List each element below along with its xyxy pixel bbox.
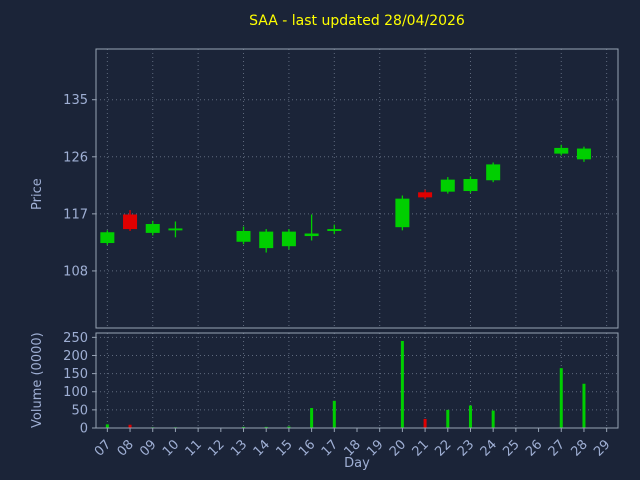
candle-body-day-8 xyxy=(123,214,138,230)
volume-tick-label: 0 xyxy=(80,422,88,437)
volume-bar-day-24 xyxy=(491,410,495,428)
candle-body-day-24 xyxy=(486,164,501,181)
candle-body-day-16 xyxy=(304,233,319,237)
volume-tick-label: 100 xyxy=(63,385,88,400)
day-tick-label: 14 xyxy=(251,437,273,459)
volume-bar-day-13 xyxy=(242,426,246,428)
day-tick-label: 19 xyxy=(364,437,386,459)
candle-body-day-15 xyxy=(281,231,296,247)
day-tick-label: 13 xyxy=(228,437,250,459)
volume-tick-label: 200 xyxy=(63,349,88,364)
day-tick-label: 08 xyxy=(115,437,137,459)
price-tick-label: 108 xyxy=(63,264,88,279)
day-tick-label: 11 xyxy=(183,437,205,459)
day-tick-label: 20 xyxy=(387,437,409,459)
volume-panel-spine xyxy=(95,332,619,429)
volume-bar-day-17 xyxy=(332,400,336,428)
volume-bar-day-28 xyxy=(582,383,586,428)
day-tick-label: 18 xyxy=(342,437,364,459)
day-tick-label: 21 xyxy=(410,437,432,459)
volume-bar-day-23 xyxy=(468,405,472,428)
candle-body-day-20 xyxy=(395,198,410,228)
volume-tick-label: 150 xyxy=(63,367,88,382)
price-panel-spine xyxy=(95,48,619,329)
candle-body-day-14 xyxy=(259,231,274,249)
day-tick-label: 25 xyxy=(500,437,522,459)
price-tick-label: 117 xyxy=(63,207,88,222)
volume-tick-label: 250 xyxy=(63,331,88,346)
volume-bar-day-7 xyxy=(105,424,109,428)
chart-title: SAA - last updated 28/04/2026 xyxy=(249,13,465,29)
candle-body-day-28 xyxy=(576,148,591,160)
volume-bar-day-27 xyxy=(559,368,563,428)
candle-body-day-13 xyxy=(236,230,251,242)
volume-tick-label: 50 xyxy=(71,403,88,418)
candle-body-day-17 xyxy=(327,229,342,231)
candle-body-day-10 xyxy=(168,228,183,231)
day-tick-label: 10 xyxy=(160,437,182,459)
volume-bar-day-16 xyxy=(310,408,314,428)
volume-bar-day-20 xyxy=(400,340,404,428)
day-tick-label: 27 xyxy=(546,437,568,459)
day-tick-label: 09 xyxy=(137,437,159,459)
day-tick-label: 28 xyxy=(568,437,590,459)
candle-body-day-22 xyxy=(440,179,455,192)
day-tick-label: 12 xyxy=(205,437,227,459)
candle-body-day-23 xyxy=(463,178,478,192)
candle-body-day-21 xyxy=(418,192,433,198)
day-tick-label: 17 xyxy=(319,437,341,459)
candle-body-day-9 xyxy=(145,224,160,233)
day-tick-label: 26 xyxy=(523,437,545,459)
volume-bar-day-22 xyxy=(446,409,450,428)
day-tick-label: 16 xyxy=(296,437,318,459)
candle-body-day-27 xyxy=(554,147,569,154)
candle-body-day-7 xyxy=(100,232,115,244)
day-tick-label: 15 xyxy=(273,437,295,459)
day-tick-label: 22 xyxy=(432,437,454,459)
day-tick-label: 29 xyxy=(591,437,613,459)
volume-bar-day-8 xyxy=(128,424,132,428)
day-tick-label: 07 xyxy=(92,437,114,459)
day-tick-label: 24 xyxy=(478,437,500,459)
volume-bar-day-15 xyxy=(287,426,291,428)
x-axis-label: Day xyxy=(344,456,370,471)
volume-bar-day-21 xyxy=(423,418,427,428)
price-tick-label: 126 xyxy=(63,150,88,165)
day-tick-label: 23 xyxy=(455,437,477,459)
price-tick-label: 135 xyxy=(63,93,88,108)
volume-bar-day-14 xyxy=(264,426,268,428)
